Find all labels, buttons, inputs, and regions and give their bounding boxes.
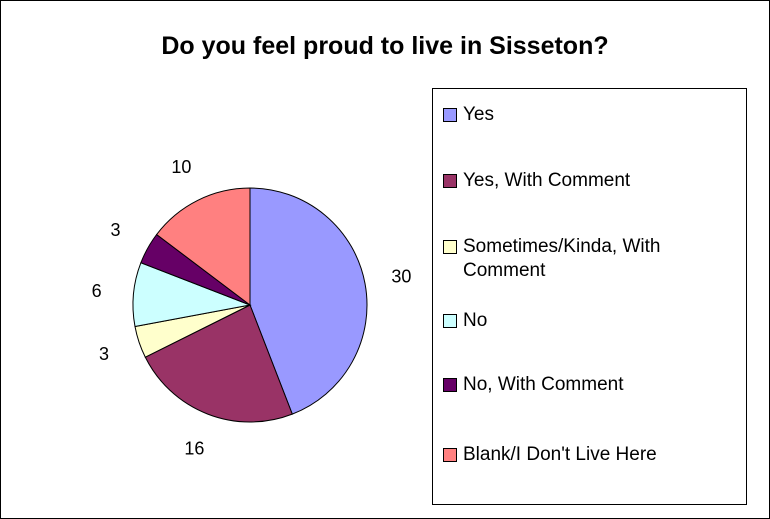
pie-slices [132,187,368,423]
legend-swatch-yes [443,108,457,122]
legend: Yes Yes, With Comment Sometimes/Kinda, W… [432,88,747,505]
legend-swatch-no [443,314,457,328]
data-label-blank-i-don-t-live-here: 10 [171,157,191,177]
legend-item-blank: Blank/I Don't Live Here [443,443,743,467]
legend-swatch-sometimes [443,240,457,254]
legend-label-no: No [463,310,488,331]
pie-slice-yes [249,187,368,415]
data-label-no: 6 [92,281,102,301]
legend-swatch-yes-with-comment [443,174,457,188]
legend-label-no-with-comment: No, With Comment [463,374,624,395]
legend-swatch-blank [443,448,457,462]
legend-item-no: No [443,309,743,333]
legend-item-yes: Yes [443,103,743,127]
legend-swatch-no-with-comment [443,378,457,392]
legend-item-no-with-comment: No, With Comment [443,373,743,397]
legend-item-sometimes: Sometimes/Kinda, With Comment [443,235,743,283]
data-label-yes-with-comment: 16 [184,439,204,459]
pie-data-labels: 30 16 3 6 3 10 [92,157,412,458]
pie-slice-yes-with-comment [144,304,293,423]
legend-label-yes-with-comment: Yes, With Comment [463,170,631,191]
pie-slice-blank-i-don-t-live-here [155,187,251,307]
data-label-no-with-comment: 3 [110,220,120,240]
legend-item-yes-with-comment: Yes, With Comment [443,169,743,193]
data-label-sometimes-kinda-with-comment: 3 [99,344,109,364]
data-label-yes: 30 [391,267,411,287]
chart-title: Do you feel proud to live in Sisseton? [161,32,609,60]
legend-label-sometimes: Sometimes/Kinda, With Comment [463,236,661,281]
legend-label-yes: Yes [463,104,494,125]
legend-label-blank: Blank/I Don't Live Here [463,444,657,465]
